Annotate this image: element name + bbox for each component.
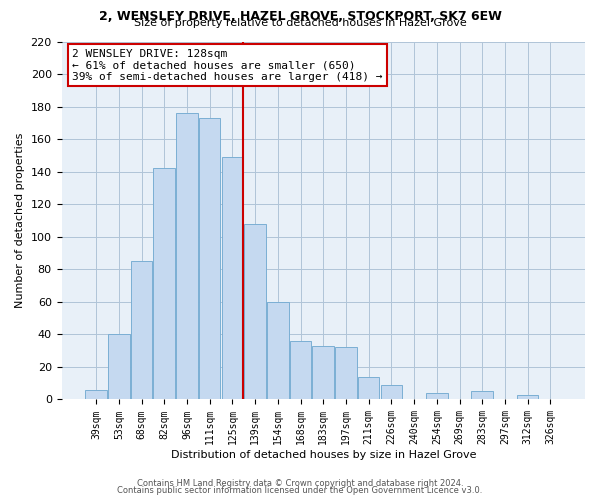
Bar xyxy=(176,113,198,400)
Bar xyxy=(358,376,379,400)
Text: Size of property relative to detached houses in Hazel Grove: Size of property relative to detached ho… xyxy=(134,18,466,28)
Bar xyxy=(108,334,130,400)
Y-axis label: Number of detached properties: Number of detached properties xyxy=(15,133,25,308)
Bar xyxy=(313,346,334,400)
Bar xyxy=(517,394,538,400)
Bar xyxy=(131,261,152,400)
X-axis label: Distribution of detached houses by size in Hazel Grove: Distribution of detached houses by size … xyxy=(170,450,476,460)
Bar xyxy=(85,390,107,400)
Bar xyxy=(199,118,220,400)
Bar xyxy=(244,224,266,400)
Bar xyxy=(154,168,175,400)
Bar xyxy=(380,385,402,400)
Text: 2 WENSLEY DRIVE: 128sqm
← 61% of detached houses are smaller (650)
39% of semi-d: 2 WENSLEY DRIVE: 128sqm ← 61% of detache… xyxy=(72,48,382,82)
Bar xyxy=(221,157,243,400)
Text: Contains public sector information licensed under the Open Government Licence v3: Contains public sector information licen… xyxy=(118,486,482,495)
Bar xyxy=(426,393,448,400)
Bar xyxy=(335,348,357,400)
Bar xyxy=(267,302,289,400)
Text: Contains HM Land Registry data © Crown copyright and database right 2024.: Contains HM Land Registry data © Crown c… xyxy=(137,478,463,488)
Text: 2, WENSLEY DRIVE, HAZEL GROVE, STOCKPORT, SK7 6EW: 2, WENSLEY DRIVE, HAZEL GROVE, STOCKPORT… xyxy=(98,10,502,23)
Bar xyxy=(290,341,311,400)
Bar xyxy=(472,392,493,400)
